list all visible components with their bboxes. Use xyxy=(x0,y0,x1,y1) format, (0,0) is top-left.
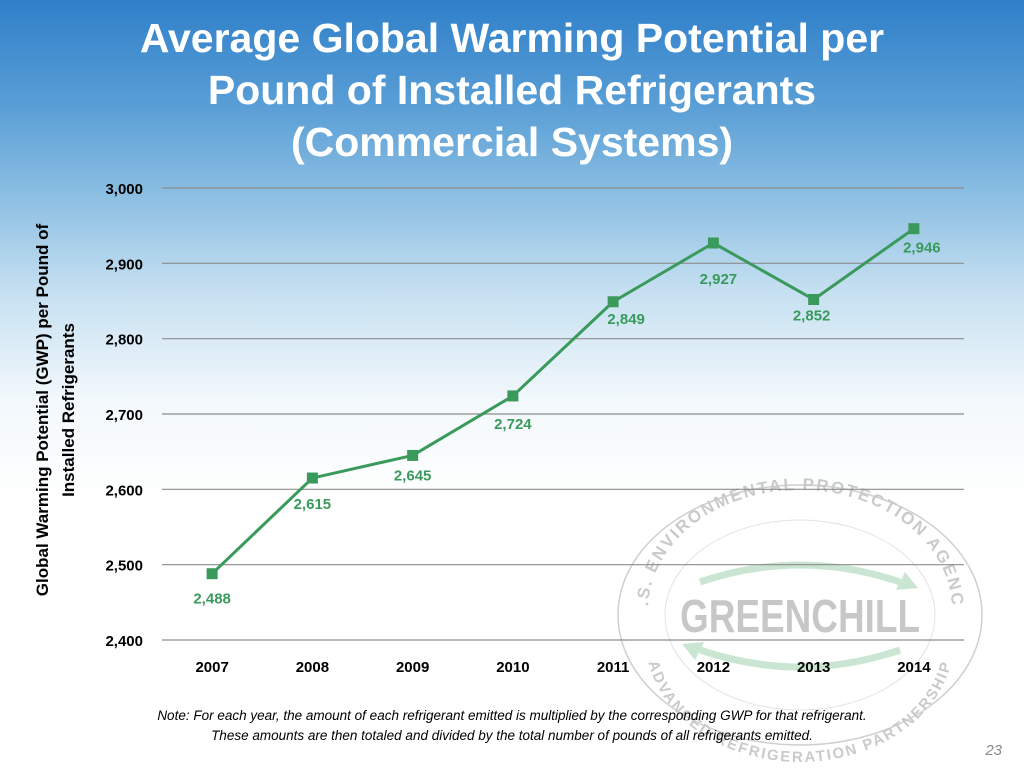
data-label: 2,852 xyxy=(793,307,831,324)
data-point-marker xyxy=(206,568,218,580)
x-tick-label: 2007 xyxy=(195,659,228,676)
data-point-marker xyxy=(507,390,519,402)
data-point-marker xyxy=(808,293,820,305)
data-label: 2,724 xyxy=(494,416,532,433)
data-label: 2,615 xyxy=(294,496,332,513)
title-line-3: (Commercial Systems) xyxy=(290,119,734,165)
y-axis-ticks: 2,400 2,500 2,600 2,700 2,800 2,900 3,000 xyxy=(105,181,143,650)
x-tick-label: 2011 xyxy=(597,659,630,676)
x-axis-ticks: 2007 2008 2009 2010 2011 2012 2013 2014 xyxy=(195,659,931,676)
x-tick-label: 2014 xyxy=(897,659,931,676)
series-line xyxy=(211,227,915,575)
logo-inner-ring-icon xyxy=(664,519,936,711)
slide-title: Average Global Warming Potential per Pou… xyxy=(0,12,1024,168)
greenchill-logo: U.S. ENVIRONMENTAL PROTECTION AGENCY ADV… xyxy=(0,0,983,766)
logo-arrowhead-bottom-icon xyxy=(682,642,704,660)
logo-ring-top-text: U.S. ENVIRONMENTAL PROTECTION AGENCY xyxy=(0,0,965,608)
x-tick-label: 2013 xyxy=(797,659,830,676)
data-point-marker xyxy=(908,223,920,235)
data-label: 2,488 xyxy=(193,591,231,608)
data-label: 2,645 xyxy=(394,467,432,484)
y-tick-label: 2,900 xyxy=(105,256,143,273)
data-series xyxy=(206,223,920,580)
x-tick-label: 2010 xyxy=(496,659,529,676)
data-point-marker xyxy=(607,296,619,308)
data-label: 2,927 xyxy=(700,271,738,288)
footnote-line-2: These amounts are then totaled and divid… xyxy=(211,728,813,743)
data-point-marker xyxy=(407,449,419,461)
logo-outer-ring-icon xyxy=(617,484,983,746)
gridlines xyxy=(162,187,964,641)
title-line-2: Pound of Installed Refrigerants xyxy=(207,67,817,113)
data-label: 2,849 xyxy=(607,311,645,328)
x-tick-label: 2012 xyxy=(697,659,730,676)
data-point-marker xyxy=(707,237,719,249)
x-tick-label: 2008 xyxy=(296,659,329,676)
x-tick-label: 2009 xyxy=(396,659,429,676)
data-point-marker xyxy=(306,472,318,484)
logo-arrow-bottom-icon xyxy=(698,646,902,671)
y-tick-label: 2,400 xyxy=(105,633,143,650)
title-line-1: Average Global Warming Potential per xyxy=(139,15,885,61)
y-tick-label: 2,800 xyxy=(105,332,143,349)
data-labels: 2,488 2,615 2,645 2,724 2,849 2,927 2,852 2,946 xyxy=(193,240,940,608)
y-tick-label: 3,000 xyxy=(105,181,143,198)
logo-wordmark: GREENCHILL xyxy=(680,590,920,642)
y-tick-label: 2,600 xyxy=(105,482,143,499)
logo-arrowhead-top-icon xyxy=(896,572,918,590)
y-tick-label: 2,500 xyxy=(105,558,143,575)
footnote-line-1: Note: For each year, the amount of each … xyxy=(157,708,867,723)
footnote: Note: For each year, the amount of each … xyxy=(40,706,984,746)
data-label: 2,946 xyxy=(903,240,941,257)
logo-arrow-top-icon xyxy=(698,561,902,586)
page-number: 23 xyxy=(985,742,1002,759)
y-tick-label: 2,700 xyxy=(105,407,143,424)
